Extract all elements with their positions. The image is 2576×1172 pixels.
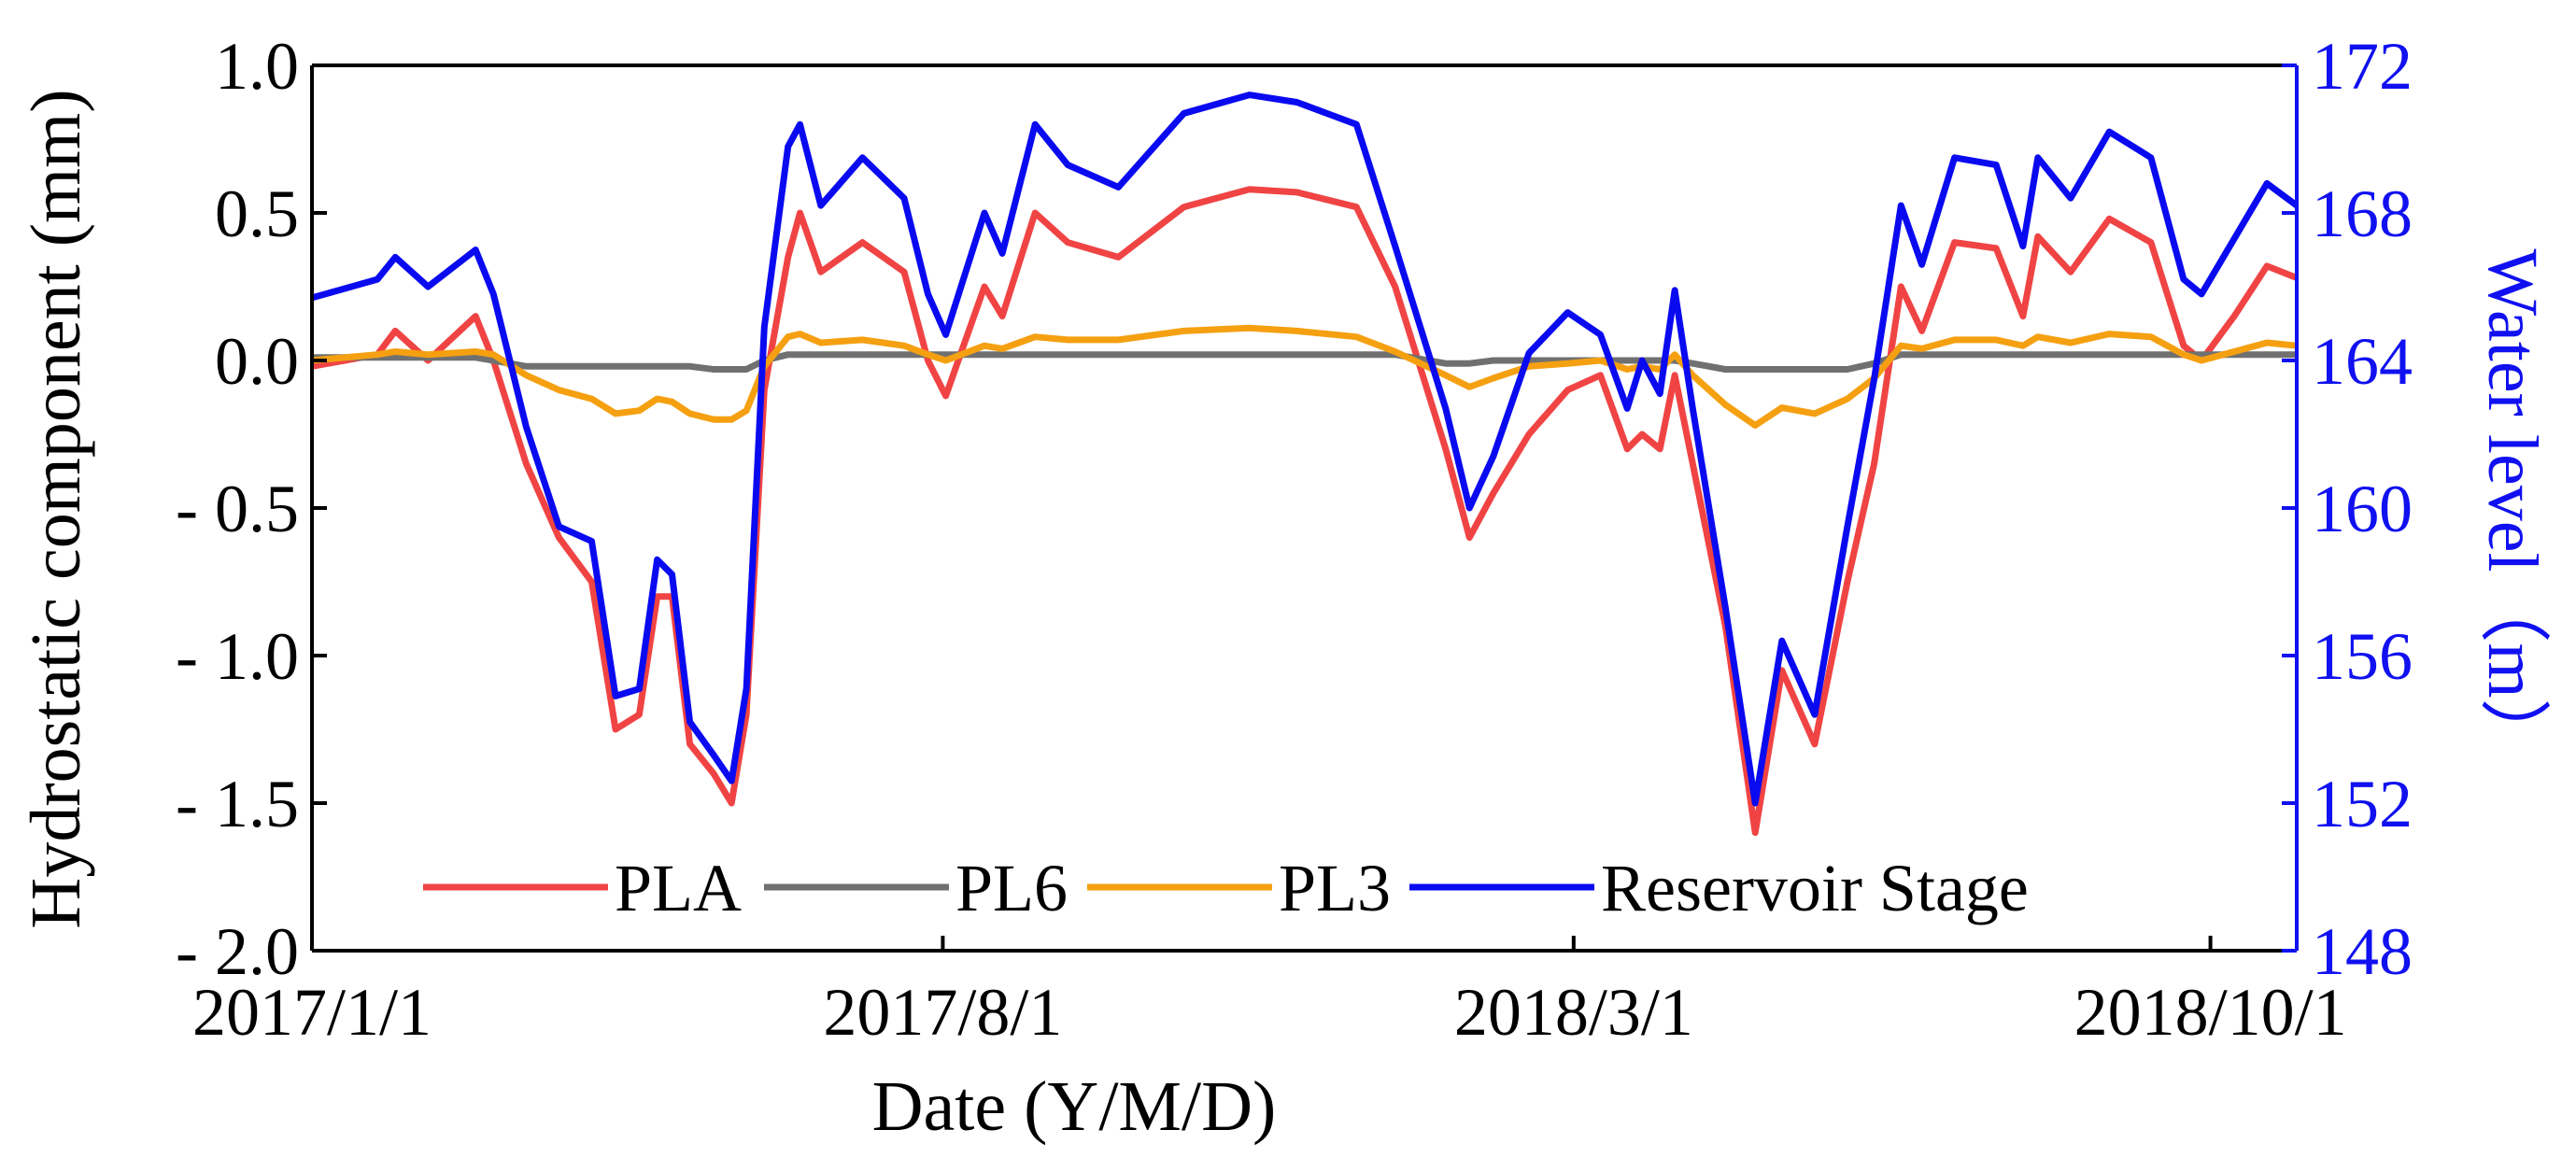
series-line [312, 351, 2297, 373]
y2-tick-label: 156 [2312, 619, 2413, 694]
legend-label: PL3 [1279, 851, 1391, 925]
y-tick-label: - 1.5 [176, 767, 299, 841]
y-tick-label: - 0.5 [176, 472, 299, 546]
y-axis-title: Hydrostatic component (mm) [17, 89, 95, 928]
y2-tick-label: 164 [2312, 324, 2413, 399]
series-line [311, 186, 2299, 837]
y-tick-label: - 1.0 [176, 619, 299, 694]
y2-tick-label: 160 [2312, 472, 2413, 546]
x-tick-label: 2018/10/1 [2074, 975, 2347, 1050]
y-tick-label: 1.0 [215, 29, 299, 104]
y-tick-label: 0.5 [215, 177, 299, 251]
y2-tick-label: 168 [2312, 177, 2413, 251]
series-line [311, 92, 2300, 807]
y-tick-label: - 2.0 [176, 914, 299, 989]
y2-tick-label: 148 [2312, 914, 2413, 989]
y2-tick-label: 152 [2312, 767, 2413, 841]
y-tick-label: 0.0 [215, 324, 299, 399]
y2-tick-label: 172 [2312, 29, 2413, 104]
legend-label: PL6 [955, 851, 1068, 925]
x-axis-title: Date (Y/M/D) [872, 1067, 1277, 1146]
series-line [311, 324, 2298, 429]
x-tick-label: 2017/8/1 [823, 975, 1062, 1050]
x-tick-label: 2018/3/1 [1454, 975, 1693, 1050]
y2-axis-title: Water level（m） [2473, 248, 2552, 769]
legend-label: PLA [615, 851, 742, 925]
x-tick-label: 2017/1/1 [192, 975, 432, 1050]
legend-label: Reservoir Stage [1601, 851, 2029, 925]
